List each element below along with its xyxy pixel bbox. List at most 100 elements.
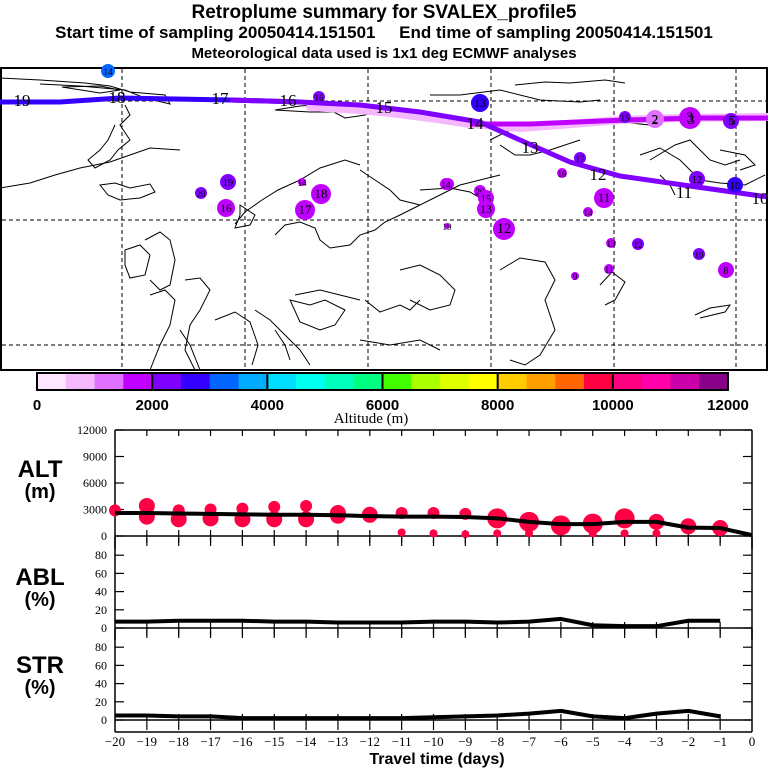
cluster-marker: 11 xyxy=(594,188,614,208)
abl-unit: (%) xyxy=(24,589,56,611)
cluster-circle xyxy=(571,272,579,280)
cluster-day-label: 13 xyxy=(480,203,492,216)
cluster-circle xyxy=(689,171,705,187)
cluster-day-label: 15 xyxy=(481,194,491,205)
coastline-segment xyxy=(144,231,176,291)
coastline-segment xyxy=(399,264,456,311)
cluster-marker: 18 xyxy=(311,184,331,204)
trajectory-day-label: 17 xyxy=(212,89,230,108)
coastline-segment xyxy=(649,139,741,166)
cluster-circle xyxy=(594,188,614,208)
cluster-marker: 10 xyxy=(693,248,705,260)
cluster-marker: 17 xyxy=(295,200,315,220)
cluster-day-label: 20 xyxy=(197,189,207,199)
cluster-day-label: 8 xyxy=(723,266,728,277)
cluster-circle xyxy=(217,199,235,217)
cluster-marker: 17 xyxy=(574,152,586,164)
coastline-segment xyxy=(359,339,441,351)
cluster-marker: 12 xyxy=(632,238,644,250)
cluster-marker: 14 xyxy=(440,178,452,190)
trajectory-day-label: 14 xyxy=(467,114,485,133)
trajectory-day-label: 11 xyxy=(676,183,692,202)
coastline-segment xyxy=(499,257,556,366)
alt-label: ALT xyxy=(17,456,63,483)
cluster-circle xyxy=(604,264,614,274)
cluster-marker: 10 xyxy=(727,177,743,193)
cluster-day-label: 2 xyxy=(652,113,658,126)
cluster-circle xyxy=(471,94,489,112)
coastline-segment xyxy=(514,79,626,86)
cluster-circle xyxy=(477,200,495,218)
cluster-circle xyxy=(574,152,586,164)
coastline-segment xyxy=(234,204,256,229)
cluster-circle xyxy=(295,200,315,220)
cluster-day-label: 19 xyxy=(223,178,233,189)
cluster-day-label: 19 xyxy=(443,222,453,232)
cluster-circle xyxy=(606,238,616,248)
cluster-circle xyxy=(693,248,705,260)
cluster-circle xyxy=(220,174,236,190)
cluster-circle xyxy=(493,218,515,240)
cluster-marker: 13 xyxy=(477,200,495,218)
cluster-circle xyxy=(718,262,734,278)
coastline-segment xyxy=(124,244,151,279)
cluster-circle xyxy=(311,184,331,204)
coastline-segment xyxy=(359,169,501,206)
trajectory-day-label: 16 xyxy=(280,91,297,110)
cluster-marker: 14 xyxy=(101,64,115,78)
cluster-day-label: 13 xyxy=(607,239,617,249)
cluster-marker: 8 xyxy=(718,262,734,278)
coastline-segment xyxy=(599,271,626,306)
coastline-segment xyxy=(430,89,601,103)
cluster-day-label: 12 xyxy=(634,240,643,250)
chart-title: Retroplume summary for SVALEX_profile5 xyxy=(191,2,577,23)
cluster-day-label: 16 xyxy=(558,169,568,179)
coastline-segment xyxy=(254,309,311,366)
str-panel-label: STR (%) xyxy=(10,654,70,699)
cluster-day-label: 20 xyxy=(476,187,486,197)
trajectory-day-label: 19 xyxy=(14,91,31,110)
cluster-day-label: 10 xyxy=(695,250,705,260)
cluster-marker: 9 xyxy=(571,272,579,282)
cluster-marker: 16 xyxy=(313,91,325,103)
cluster-circle xyxy=(101,64,115,78)
cluster-circle xyxy=(298,178,306,186)
cluster-day-label: 14 xyxy=(298,178,308,188)
coastline-segment xyxy=(149,289,176,371)
cluster-day-label: 5 xyxy=(728,117,733,128)
cluster-marker: 14 xyxy=(583,207,593,218)
coastline-segment xyxy=(0,147,181,189)
cluster-marker: 20 xyxy=(195,187,207,199)
cluster-marker: 19 xyxy=(220,174,236,190)
cluster-day-label: 15 xyxy=(621,113,631,123)
sampling-times: Start time of sampling 20050414.151501 E… xyxy=(55,23,713,42)
cluster-marker: 13 xyxy=(471,94,489,112)
cluster-day-label: 14 xyxy=(103,67,113,77)
trajectory-day-label: 10 xyxy=(752,189,768,208)
cluster-circle xyxy=(723,113,739,129)
coastline-segment xyxy=(499,139,581,156)
secondary-day-label: 3 xyxy=(688,113,695,128)
coastline-segment xyxy=(0,77,171,105)
cluster-marker: 12 xyxy=(689,171,705,187)
trajectory-day-label: 18 xyxy=(109,88,126,107)
coastline-segment xyxy=(179,329,201,371)
coastline-segment xyxy=(274,329,291,361)
cluster-marker: 3 xyxy=(679,107,701,129)
cluster-day-label: 16 xyxy=(315,93,325,103)
cluster-circle xyxy=(646,110,664,128)
coastline-segment xyxy=(719,149,756,171)
cluster-circle xyxy=(619,111,631,123)
coastline-segment xyxy=(694,304,732,319)
cluster-marker: 11 xyxy=(604,264,614,275)
coastline-segment xyxy=(289,299,346,331)
secondary-day-label: 2 xyxy=(652,113,659,128)
abl-panel-label: ABL (%) xyxy=(10,566,70,611)
cluster-marker: 16 xyxy=(217,199,235,217)
cluster-circle xyxy=(444,223,450,229)
coastline-segment xyxy=(294,289,361,301)
cluster-marker: 2 xyxy=(646,110,664,128)
cluster-day-label: 10 xyxy=(730,181,740,192)
cluster-day-label: 18 xyxy=(315,186,328,201)
